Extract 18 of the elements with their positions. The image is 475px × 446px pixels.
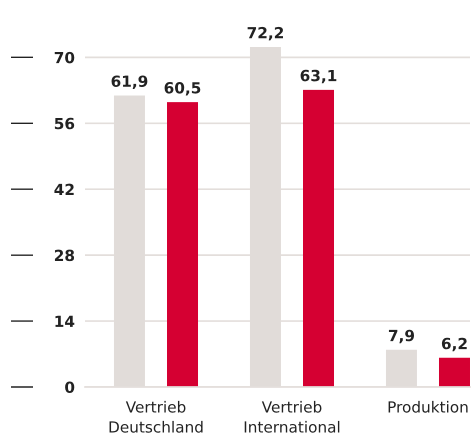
- data-label: 6,2: [442, 338, 467, 352]
- y-tick-label: 56: [54, 118, 74, 130]
- data-label: 63,1: [300, 70, 336, 84]
- bar: [303, 90, 334, 387]
- data-label: 7,9: [388, 330, 414, 344]
- y-tick-label: 0: [65, 381, 74, 394]
- y-tick-label: 70: [54, 52, 74, 64]
- data-label: 60,5: [164, 82, 200, 96]
- bar: [167, 102, 198, 387]
- bar: [438, 358, 470, 387]
- y-tick-label: 42: [54, 184, 74, 196]
- x-tick-label: Vertrieb International: [244, 400, 340, 433]
- data-label: 72,2: [248, 26, 283, 40]
- data-label: 61,9: [112, 75, 148, 89]
- y-tick-label: 28: [54, 250, 74, 262]
- x-tick-label: Produktion: [388, 400, 468, 413]
- x-tick-label: Vertrieb Deutschland: [110, 400, 203, 433]
- y-tick-label: 14: [55, 316, 74, 327]
